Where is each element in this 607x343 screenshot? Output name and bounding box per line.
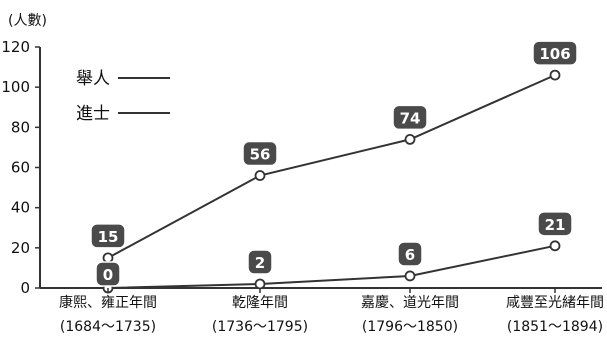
x-axis-labels: 康熙、雍正年間 (1684〜1735) 乾隆年間 (1736〜1795) 嘉慶、道光年間… (59, 288, 604, 335)
series-layer: 15 56 74 106 0 2 6 21 (90, 40, 578, 294)
data-label-badge (90, 223, 126, 249)
x-category-label: 乾隆年間 (232, 295, 288, 311)
series-line (107, 244, 556, 289)
y-tick-label: 0 (20, 279, 30, 297)
data-label: 2 (255, 254, 265, 272)
data-point (549, 240, 561, 252)
data-label-badge (537, 211, 573, 237)
data-point (549, 69, 561, 81)
x-category-years: (1796〜1850) (362, 319, 458, 335)
data-label-badge (95, 261, 121, 287)
data-label-badge (247, 249, 273, 275)
x-category-label: 康熙、雍正年間 (59, 294, 157, 311)
data-point (102, 252, 114, 264)
data-label: 21 (545, 216, 566, 234)
data-label: 6 (405, 246, 415, 264)
data-label: 0 (103, 266, 113, 284)
data-point (254, 278, 266, 290)
y-tick-label: 80 (11, 118, 30, 136)
data-label-badge (532, 40, 578, 66)
y-axis-unit-label: (人數) (8, 13, 47, 29)
data-label: 56 (250, 146, 271, 164)
y-tick-label: 120 (1, 38, 30, 56)
data-label: 74 (400, 109, 421, 127)
series-line (107, 74, 556, 259)
data-point (404, 270, 416, 282)
x-category-years: (1736〜1795) (212, 319, 308, 335)
data-label-badge (397, 241, 423, 267)
data-point (404, 133, 416, 145)
y-axis-ticks: 0 20 40 60 80 100 120 (1, 38, 40, 297)
legend-box (62, 58, 162, 130)
x-category-years: (1851〜1894) (507, 319, 603, 335)
legend-label-juren: 舉人 (76, 69, 110, 89)
x-category-label: 嘉慶、道光年間 (361, 295, 459, 311)
y-tick-label: 40 (11, 199, 30, 217)
legend: 舉人 進士 (62, 58, 170, 130)
y-tick-label: 20 (11, 239, 30, 257)
data-label-badge (392, 104, 428, 131)
y-tick-label: 100 (1, 78, 30, 96)
x-category-label: 咸豐至光緒年間 (506, 295, 604, 311)
legend-label-jinshi: 進士 (76, 104, 110, 124)
y-tick-label: 60 (11, 159, 30, 177)
data-label: 106 (539, 45, 570, 63)
x-category-years: (1684〜1735) (60, 319, 156, 335)
data-label-badge (242, 140, 278, 167)
data-label: 15 (98, 228, 119, 246)
data-point (254, 170, 266, 181)
